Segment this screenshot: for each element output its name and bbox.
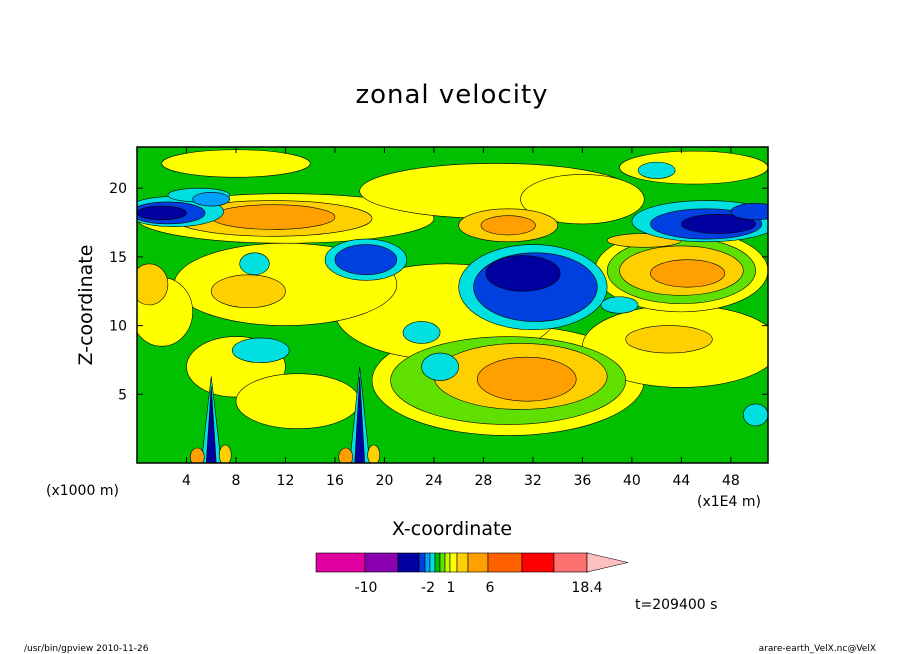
colorbar-label: 18.4 [571,580,602,596]
contour-region [476,356,577,402]
colorbar-label: 6 [486,580,495,596]
x-unit-label: (x1000 m) [46,483,119,499]
contour-region [231,337,290,364]
plot-area [137,147,768,463]
x-tick-label: 24 [425,473,443,489]
contour-region [210,274,286,309]
x-tick-label: 28 [475,473,493,489]
colorbar-swatch [553,552,588,573]
x-tick-label: 44 [672,473,690,489]
contour-region [402,321,441,344]
colorbar-swatch [434,552,441,573]
y-axis-title: Z-coordinate [75,245,97,366]
x-tick-label: 4 [182,473,191,489]
colorbar-swatch [364,552,399,573]
colorbar-swatch [315,552,366,573]
colorbar-swatch [429,552,436,573]
x-tick-label: 36 [573,473,591,489]
x-tick-label: 12 [277,473,295,489]
y-tick-label: 5 [118,387,127,403]
contour-region [161,149,311,178]
surface-westerly [189,447,205,463]
colorbar: -10 -2 1 6 18.4 [315,552,629,596]
x-tick-label: 32 [524,473,542,489]
contour-region [637,161,676,179]
x-axis-unit-label: (x1E4 m) [697,494,761,510]
x-axis-title: X-coordinate [392,518,512,540]
colorbar-swatch [397,552,420,573]
contour-region [730,203,768,221]
contour-region [520,174,645,225]
contour-region [742,403,768,427]
contour-region [681,214,756,234]
contour-region [239,252,270,276]
contour-region [235,373,361,429]
colorbar-label: 1 [447,580,456,596]
x-tick-label: 20 [376,473,394,489]
surface-westerly [338,447,354,463]
contour-region [334,244,398,276]
mountain-wave-core [205,386,217,463]
contour-region [485,255,561,292]
contour-region [650,259,725,288]
colorbar-swatch [467,552,489,573]
colorbar-swatch [449,552,458,573]
y-tick-label: 15 [109,250,127,266]
time-label: t=209400 s [635,597,717,613]
y-axis-ticks: 5 10 15 20 [109,181,768,403]
x-axis-ticks: 4 8 12 16 20 24 28 32 36 40 44 48 [182,147,740,489]
x-tick-label: 8 [232,473,241,489]
x-tick-label: 40 [623,473,641,489]
footer-left: /usr/bin/gpview 2010-11-26 [24,644,149,654]
colorbar-label: -10 [355,580,378,596]
footer-right: arare-earth_VelX.nc@VelX [759,644,876,654]
contour-region [192,192,231,207]
colorbar-swatch [439,552,446,573]
contour-region [137,205,187,221]
contour-region [137,263,169,306]
y-tick-label: 20 [109,181,127,197]
contour-region [625,325,713,354]
plot-frame [136,146,769,464]
surface-westerly [218,444,232,463]
y-tick-label: 10 [109,319,127,335]
colorbar-swatch [456,552,469,573]
colorbar-swatch [487,552,523,573]
contour-region [600,296,639,314]
colorbar-swatch [418,552,426,573]
velocity-contours [137,149,768,463]
colorbar-swatch [444,552,451,573]
x-tick-label: 48 [722,473,740,489]
contour-region [210,204,336,230]
colorbar-swatch [424,552,431,573]
chart-title: zonal velocity [355,80,548,110]
surface-westerly [367,444,381,463]
x-tick-label: 16 [326,473,344,489]
mountain-wave-core [354,376,366,463]
colorbar-swatch [521,552,555,573]
contour-region [421,352,459,381]
contour-region [480,215,536,236]
colorbar-extend-arrow [586,552,629,573]
colorbar-label: -2 [421,580,435,596]
